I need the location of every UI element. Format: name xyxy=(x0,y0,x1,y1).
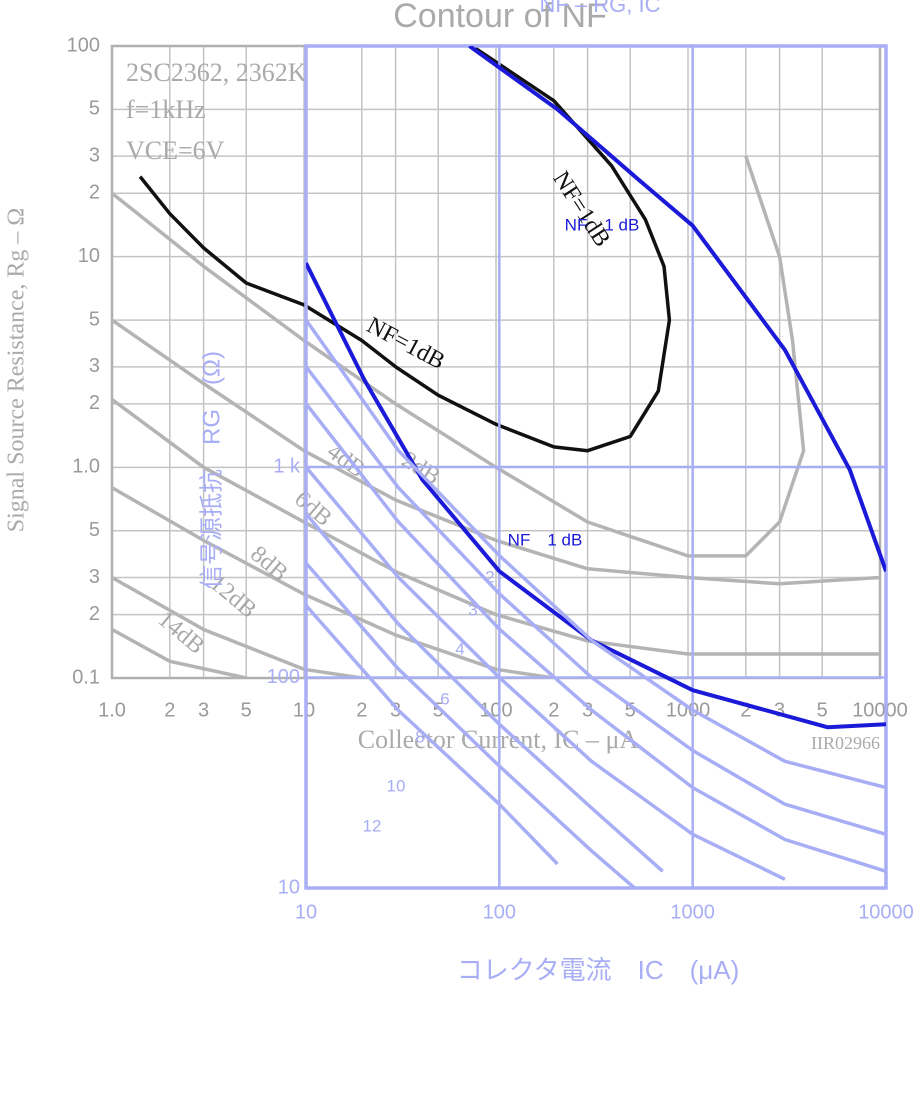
y-tick-label: 2 xyxy=(89,603,100,625)
x-tick-label: 10 xyxy=(295,901,317,923)
contour-label: 3 xyxy=(468,600,477,619)
chart-title: Contour of NF xyxy=(393,0,607,35)
y-tick-label: 2 xyxy=(89,182,100,204)
y-tick-label: 0.1 xyxy=(72,666,100,688)
x-tick-label: 3 xyxy=(582,699,593,721)
contour-line xyxy=(112,318,880,586)
contour-label: 12 xyxy=(363,816,382,835)
y-tick-label: 3 xyxy=(89,566,100,588)
y-tick-label: 3 xyxy=(89,355,100,377)
x-tick-label: 5 xyxy=(241,699,252,721)
y-tick-label: 10 xyxy=(278,876,300,898)
annotation: 2SC2362, 2362K xyxy=(126,58,307,87)
curves xyxy=(112,46,880,678)
x-axis-label: コレクタ電流 IC (μA) xyxy=(457,955,740,985)
contour-line xyxy=(112,155,806,558)
contour-label: NF 1 dB xyxy=(565,215,640,234)
y-tick-label: 100 xyxy=(267,666,300,688)
annotation: VCE=6V xyxy=(126,136,225,165)
contour-line xyxy=(138,46,672,453)
x-tick-label: 5 xyxy=(625,699,636,721)
x-tick-label: 5 xyxy=(817,699,828,721)
y-tick-label: 1 k xyxy=(273,455,301,477)
contour-label: 10 xyxy=(387,776,406,795)
x-tick-label: 5 xyxy=(433,699,444,721)
y-tick-label: 1.0 xyxy=(72,456,100,478)
y-axis-label: 信号源抵抗 RG (Ω) xyxy=(198,351,225,589)
contour-line xyxy=(306,512,664,873)
y-tick-label: 5 xyxy=(89,98,100,120)
y-axis-label: Signal Source Resistance, Rg – Ω xyxy=(4,208,30,532)
contour-label: 4 xyxy=(455,639,464,658)
y-tick-label: 5 xyxy=(89,519,100,541)
y-tick-label: 5 xyxy=(89,308,100,330)
y-tick-label: 10 xyxy=(78,245,100,267)
contour-line xyxy=(306,561,636,888)
chart-title: NF – RG, IC xyxy=(539,0,660,17)
contour-line xyxy=(306,262,886,730)
x-tick-label: 2 xyxy=(356,699,367,721)
x-tick-label: 2 xyxy=(164,699,175,721)
x-tick-label: 10 xyxy=(293,699,315,721)
x-tick-label: 2 xyxy=(548,699,559,721)
contour-label: NF 1 dB xyxy=(508,530,583,549)
contour-label: NF=1dB xyxy=(362,312,449,375)
x-tick-label: 100 xyxy=(479,699,512,721)
x-tick-label: 1.0 xyxy=(98,699,126,721)
y-tick-label: 3 xyxy=(89,144,100,166)
x-tick-label: 100 xyxy=(483,901,516,923)
x-tick-label: 10000 xyxy=(858,901,914,923)
x-tick-label: 1000 xyxy=(666,699,711,721)
contour-label: 8dB xyxy=(245,541,292,587)
contour-line xyxy=(468,46,886,572)
contour-line xyxy=(112,627,247,678)
contour-line xyxy=(306,604,559,866)
contour-label: 6 xyxy=(440,689,449,708)
x-tick-label: 3 xyxy=(774,699,785,721)
contour-line xyxy=(306,402,886,873)
contour-line xyxy=(112,398,880,656)
y-tick-label: 2 xyxy=(89,392,100,414)
contour-line xyxy=(306,465,786,881)
annotation: IIR02966 xyxy=(811,733,880,753)
x-tick-label: 3 xyxy=(390,699,401,721)
contour-line xyxy=(306,365,886,836)
contour-line xyxy=(112,575,363,678)
contour-label: 8 xyxy=(415,727,424,746)
annotation: f=1kHz xyxy=(126,95,206,124)
x-tick-label: 3 xyxy=(198,699,209,721)
curves xyxy=(306,46,886,888)
contour-label: NF=1dB xyxy=(547,167,615,252)
contour-line xyxy=(306,318,886,790)
x-tick-label: 1000 xyxy=(670,901,715,923)
contour-label: 2 xyxy=(485,567,494,586)
y-tick-label: 100 xyxy=(67,34,100,56)
x-tick-label: 10000 xyxy=(852,699,908,721)
x-tick-label: 2 xyxy=(740,699,751,721)
